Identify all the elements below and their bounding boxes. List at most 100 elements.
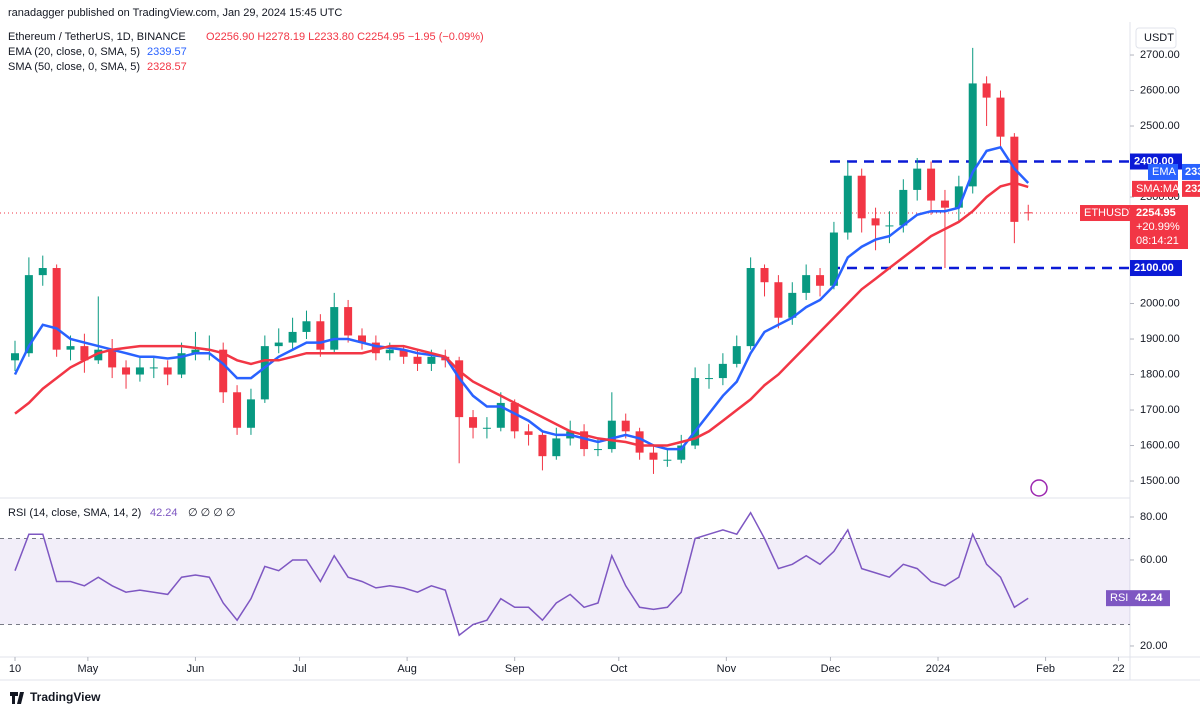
y-tick-label: 1500.00 (1140, 475, 1180, 487)
candle-body (482, 427, 491, 429)
candle-body (788, 292, 797, 318)
x-tick-label: Sep (505, 663, 525, 675)
event-icon[interactable] (1030, 479, 1048, 497)
ema-value: 2339.57 (147, 46, 187, 58)
candle-body (11, 353, 19, 361)
candle-body (399, 349, 408, 357)
candle-body (191, 349, 200, 354)
candle-body (246, 399, 255, 428)
candle-body (52, 268, 61, 350)
ma-line (14, 181, 1029, 447)
y-tick-label: 2000.00 (1140, 297, 1180, 309)
rsi-tag-name: RSI (1110, 592, 1128, 604)
currency-button[interactable] (1135, 27, 1177, 49)
ema-legend: EMA (20, close, 0, SMA, 5) (8, 46, 140, 58)
candle-body (593, 449, 602, 451)
rsi-value: 42.24 (150, 507, 178, 519)
y-tick-label: 1700.00 (1140, 404, 1180, 416)
ema-value-tag (1182, 163, 1200, 180)
candle-body (163, 367, 172, 375)
x-tick-label: Dec (821, 663, 841, 675)
candle-body (38, 268, 47, 276)
price-tag-symbol (1080, 205, 1130, 222)
candle-body (108, 349, 117, 368)
ema-tag-value: 2339.57 (1185, 166, 1200, 178)
candle-body (718, 363, 727, 379)
candle-body (677, 445, 686, 460)
candle-body (843, 175, 852, 233)
candle-body (913, 168, 922, 190)
candle-body (316, 321, 325, 350)
candle-body (302, 321, 311, 332)
candle-body (288, 331, 297, 343)
candle-body (760, 268, 769, 283)
candle-body (732, 346, 741, 364)
rsi-line (14, 511, 1029, 637)
sma-legend: SMA (50, close, 0, SMA, 5) (8, 61, 140, 73)
candle-body (122, 367, 131, 375)
candle-body (524, 431, 533, 435)
candle-body (1024, 212, 1033, 214)
candle-body (510, 402, 519, 432)
candle-body (413, 356, 422, 364)
rsi-tag-bg (1130, 590, 1170, 607)
rsi-tag-value: 42.24 (1135, 592, 1163, 604)
x-tick-label: Aug (397, 663, 417, 675)
currency[interactable]: USDT (1144, 32, 1174, 44)
quote: O2256.90 H2278.19 L2233.80 C2254.95 −1.9… (206, 31, 484, 43)
rsi-band (0, 538, 1130, 625)
candle-body (330, 307, 339, 350)
candle-body (621, 420, 630, 432)
x-tick-label: 2024 (926, 663, 950, 675)
candle-body (1010, 136, 1019, 222)
candle-body (635, 431, 644, 453)
candle-body (177, 353, 186, 375)
candle-body (857, 175, 866, 219)
candle-body (774, 282, 783, 318)
rsi-tag-name-bg (1106, 590, 1130, 607)
rsi-y-tick-label: 20.00 (1140, 640, 1168, 652)
y-tick-label: 1900.00 (1140, 333, 1180, 345)
candle-body (94, 349, 103, 361)
rsi-extra: ∅ ∅ ∅ ∅ (188, 507, 236, 519)
candle-body (538, 434, 547, 457)
x-tick-label: Feb (1036, 663, 1055, 675)
candle-body (968, 83, 977, 187)
level-tag (1130, 260, 1182, 277)
price-tag-countdown: 08:14:21 (1136, 235, 1179, 247)
sma-tag-label: SMA:MA (1136, 183, 1180, 195)
candle-body (455, 360, 464, 418)
candle-body (691, 378, 700, 446)
candle-body (940, 200, 949, 208)
candle-body (885, 225, 894, 227)
ema-tag (1148, 163, 1178, 180)
price-tag (1130, 205, 1188, 250)
candle-body (80, 346, 89, 361)
candle-body (899, 189, 908, 226)
y-tick-label: 2500.00 (1140, 120, 1180, 132)
rsi-y-tick-label: 80.00 (1140, 511, 1168, 523)
price-tag-change: +20.99% (1136, 221, 1180, 233)
candle-body (927, 168, 936, 201)
candle-body (135, 367, 144, 375)
candle-body (496, 402, 505, 428)
candle-body (66, 346, 75, 350)
candle-body (149, 367, 158, 369)
sma-tag-value: 2328.57 (1185, 183, 1200, 195)
footer: TradingView (30, 690, 101, 704)
candle-body (649, 452, 658, 460)
logo-icon (10, 692, 24, 704)
ema-tag-label: EMA (1152, 166, 1177, 178)
candle-body (344, 307, 353, 336)
candle-body (829, 232, 838, 286)
candle-body (871, 218, 880, 226)
candle-body (358, 335, 366, 343)
candle-body (705, 378, 713, 380)
x-tick-label: Oct (610, 663, 627, 675)
x-tick-label: May (77, 663, 98, 675)
candle-body (427, 356, 436, 364)
candle-body (996, 97, 1005, 137)
sma-tag (1132, 180, 1178, 197)
sma-value-tag (1182, 180, 1200, 197)
